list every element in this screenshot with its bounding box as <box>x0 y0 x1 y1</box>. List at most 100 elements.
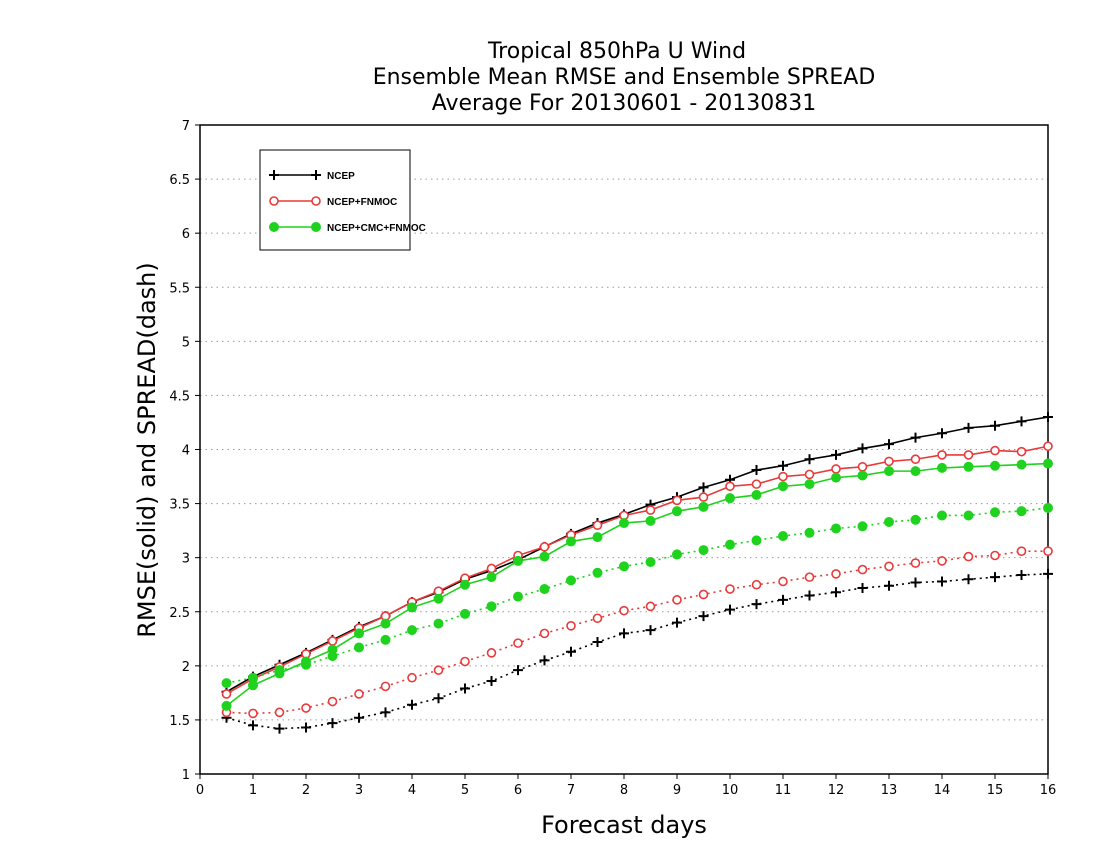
series-ncep <box>221 412 1053 734</box>
x-tick-label: 11 <box>775 783 792 798</box>
legend-marker <box>269 170 279 180</box>
spread-point <box>301 703 311 713</box>
spread-point <box>778 576 788 587</box>
y-tick-label: 5.5 <box>169 281 190 296</box>
rmse-point <box>778 471 788 482</box>
rmse-point <box>672 495 682 506</box>
spread-point <box>619 561 629 572</box>
rmse-point <box>857 470 868 481</box>
spread-point <box>513 665 523 676</box>
rmse-point <box>937 450 947 460</box>
rmse-point <box>486 572 497 583</box>
spread-point <box>327 651 338 662</box>
axis-ticks: 11.522.533.544.555.566.570 1 2 3 4 5 6 7 8 9 10 11 1… <box>169 119 1056 798</box>
x-tick-label: 16 <box>1040 783 1057 798</box>
x-tick-label: 2 <box>302 783 310 798</box>
rmse-point <box>963 450 974 460</box>
spread-point <box>380 634 391 645</box>
spread-point <box>460 608 470 619</box>
rmse-point <box>751 465 762 476</box>
rmse-point <box>725 493 735 504</box>
spread-point <box>751 535 762 546</box>
spread-point <box>831 523 841 534</box>
spread-point <box>698 589 709 600</box>
rmse-point <box>698 482 709 493</box>
title-line-2: Ensemble Mean RMSE and Ensemble SPREAD <box>373 65 876 90</box>
spread-point <box>937 556 947 566</box>
rmse-point <box>884 466 894 477</box>
legend-label-ncep-cmc-fnmoc: NCEP+CMC+FNMOC <box>327 223 426 234</box>
spread-point <box>884 516 894 527</box>
rmse-point <box>1016 416 1027 427</box>
title-line-3: Average For 20130601 - 20130831 <box>432 91 817 116</box>
rmse-point <box>1043 458 1053 469</box>
rmse-point <box>221 700 232 711</box>
y-tick-label: 4.5 <box>169 389 190 404</box>
spread-point <box>407 699 417 710</box>
y-tick-label: 3 <box>182 552 190 567</box>
x-tick-label: 4 <box>408 783 416 798</box>
rmse-point <box>592 520 603 531</box>
rmse-line-ncep <box>226 416 1049 693</box>
rmse-point <box>937 428 947 439</box>
rmse-point <box>884 439 894 450</box>
spread-point <box>248 720 258 731</box>
spread-point <box>248 672 258 683</box>
spread-point <box>301 659 311 670</box>
spread-point <box>725 539 735 550</box>
spread-line-ncep-cmc-fnmoc <box>226 507 1049 684</box>
spread-point <box>778 531 788 542</box>
spread-point <box>804 572 815 582</box>
spread-point <box>566 646 576 657</box>
spread-point <box>407 672 417 683</box>
spread-point <box>592 637 603 648</box>
spread-point <box>433 618 444 629</box>
x-tick-label: 14 <box>934 783 951 798</box>
y-axis-title: RMSE(solid) and SPREAD(dash) <box>133 262 161 638</box>
spread-point <box>354 689 364 699</box>
spread-point <box>857 521 868 532</box>
x-tick-label: 9 <box>673 783 681 798</box>
spread-point <box>698 611 709 622</box>
spread-point <box>884 561 894 572</box>
spread-point <box>460 656 470 667</box>
rmse-point <box>460 579 470 590</box>
spread-point <box>1043 502 1053 513</box>
spread-point <box>645 601 656 612</box>
rmse-point <box>1016 459 1027 470</box>
spread-point <box>380 707 391 718</box>
series-ncep-fnmoc <box>221 441 1053 719</box>
spread-point <box>990 550 1000 561</box>
spread-point <box>248 708 258 719</box>
y-tick-label: 6.5 <box>169 173 190 188</box>
spread-point <box>831 587 841 598</box>
spread-point <box>725 584 735 594</box>
rmse-point <box>804 454 815 465</box>
spread-point <box>725 604 735 615</box>
rmse-point <box>407 602 417 613</box>
spread-point <box>778 594 788 605</box>
rmse-point <box>778 481 788 492</box>
spread-point <box>990 572 1000 583</box>
spread-point <box>963 510 974 521</box>
rmse-point <box>592 532 603 543</box>
spread-point <box>937 510 947 521</box>
rmse-point <box>990 420 1000 431</box>
spread-point <box>433 665 444 675</box>
rmse-point <box>645 505 656 515</box>
spread-point <box>751 599 762 610</box>
legend-label-ncep: NCEP <box>327 171 355 182</box>
rmse-line-ncep-fnmoc <box>226 445 1049 695</box>
spread-point <box>221 678 232 689</box>
rmse-point <box>857 443 868 454</box>
rmse-point <box>804 469 815 480</box>
spread-point <box>990 507 1000 518</box>
spread-point <box>380 681 391 692</box>
legend-marker <box>269 196 279 206</box>
rmse-point <box>1043 441 1053 452</box>
series-ncep-cmc-fnmoc <box>221 458 1053 711</box>
rmse-point <box>963 422 974 433</box>
spread-point <box>645 556 656 567</box>
spread-point <box>539 584 550 595</box>
rmse-point <box>751 479 762 489</box>
